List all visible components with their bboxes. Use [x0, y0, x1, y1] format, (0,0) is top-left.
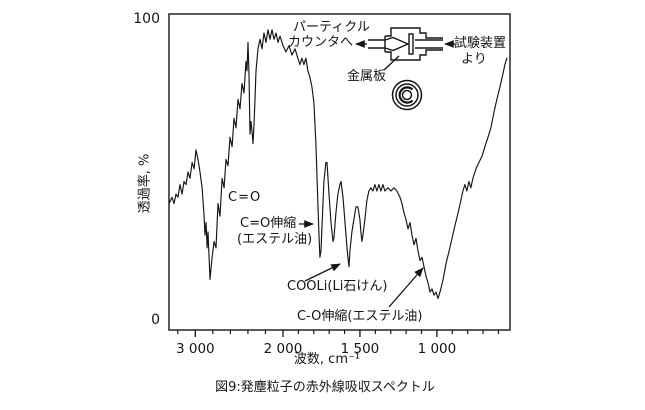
washer-center-hole [401, 89, 413, 101]
cooli-arrow [304, 263, 341, 282]
inset-label-particle-counter-1: パーティクル [293, 20, 370, 35]
co-single-arrow [388, 267, 424, 308]
metal-plate-side [408, 33, 414, 55]
spectrum-curve [168, 29, 508, 299]
apparatus-drawing [368, 27, 443, 71]
fitting-body [384, 27, 443, 61]
x-axis-tick-label: 2 000 [264, 341, 303, 357]
washer-inner-circle [395, 83, 419, 107]
inset-label-metal-plate: 金属板 [347, 69, 387, 84]
metal-plate-front-view [391, 79, 423, 111]
y-axis-max-label: 100 [133, 11, 160, 27]
inset-label-test-apparatus-1: 試験装置 [454, 36, 507, 51]
washer-retaining-arc [398, 86, 414, 104]
plot-border [168, 13, 511, 331]
right-tube [415, 39, 443, 49]
metal-plate-pointer-line [383, 55, 400, 71]
inset-label-test-apparatus-2: より [461, 52, 487, 67]
inset-label-particle-counter-2: カウンタへ [288, 35, 354, 50]
left-tube [368, 39, 385, 49]
annotation-co: C=O [228, 190, 262, 205]
washer-outer-circle [391, 79, 423, 111]
annotation-co-stretch: C=O伸縮 [240, 216, 297, 231]
figure-caption: 図9:発塵粒子の赤外線吸収スペクトル [215, 380, 435, 395]
y-axis-min-label: 0 [151, 312, 160, 328]
y-axis-title: 透過率, % [137, 153, 153, 214]
x-axis-tick-label: 3 000 [176, 341, 215, 357]
nozzle-funnel [384, 36, 410, 52]
x-axis-tick-label: 1 500 [341, 341, 380, 357]
x-axis-tick-label: 1 000 [418, 341, 457, 357]
annotation-cooli: COOLi(Li石けん) [287, 279, 388, 294]
annotation-co-single-stretch: C-O伸縮(エステル油) [297, 309, 423, 324]
annotation-ester-oil: (エステル油) [237, 232, 313, 247]
x-axis-title: 波数, cm⁻¹ [293, 352, 361, 367]
